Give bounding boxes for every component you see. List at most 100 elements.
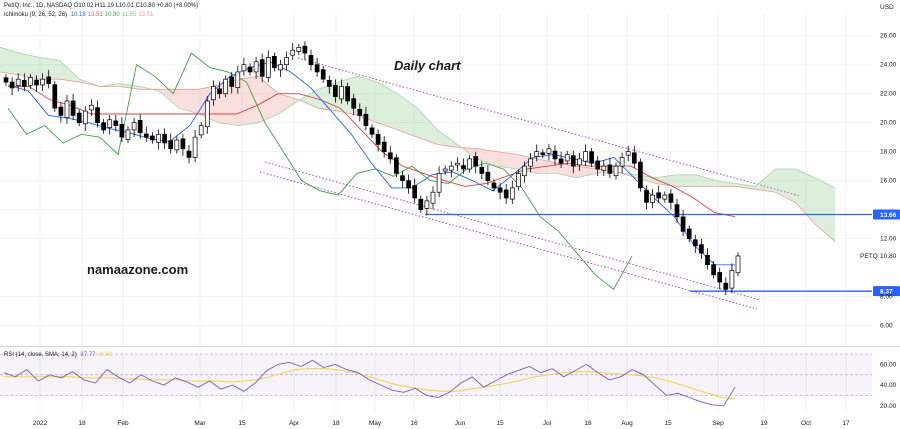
candle-58 — [357, 103, 363, 122]
candle-body-31 — [192, 136, 198, 158]
candle-27 — [168, 133, 174, 154]
cloud-segment-21 — [417, 108, 438, 145]
candle-body-115 — [705, 255, 710, 266]
x-tick-label-0: 2022 — [33, 420, 48, 427]
candle-89 — [546, 143, 552, 161]
candle-body-59 — [363, 113, 369, 126]
candle-97 — [595, 156, 601, 177]
candle-88 — [540, 149, 546, 159]
candle-22 — [137, 114, 143, 139]
cloud-segment-36 — [715, 180, 736, 187]
candle-50 — [308, 49, 314, 71]
cloud-segment-1 — [19, 53, 40, 80]
candle-body-76 — [467, 158, 472, 170]
candle-24 — [150, 132, 155, 144]
cloud-segment-22 — [437, 129, 458, 148]
candle-body-95 — [583, 151, 588, 162]
candle-body-75 — [461, 165, 466, 170]
candle-body-48 — [296, 46, 302, 52]
cloud-segment-35 — [695, 174, 716, 187]
channel-line-0 — [297, 57, 801, 197]
symbol-legend: PetIQ, Inc., 1D, NASDAQ O10.02 H11.19 L1… — [4, 2, 200, 10]
candle-body-109 — [668, 193, 674, 203]
candle-body-14 — [89, 104, 94, 111]
ichimoku-legend: Ichimoku (9, 26, 52, 26) 10.18 13.51 10.80… — [4, 11, 157, 19]
cloud-segment-29 — [576, 166, 597, 178]
candle-body-61 — [375, 133, 381, 145]
candle-111 — [680, 209, 686, 237]
candle-25 — [156, 129, 161, 150]
candle-body-5 — [34, 79, 39, 86]
candle-body-33 — [204, 100, 210, 128]
pane-separator — [0, 346, 900, 347]
candle-body-47 — [290, 49, 296, 56]
candle-body-19 — [119, 124, 125, 138]
candle-body-107 — [656, 192, 662, 199]
candle-body-83 — [509, 187, 515, 200]
y-tick-label-2: 22.00 — [880, 91, 897, 98]
candle-body-6 — [40, 78, 45, 86]
rsi-tick-label-1: 40.00 — [880, 382, 897, 389]
candle-28 — [174, 136, 180, 154]
ichimoku-value-0: 10.18 — [70, 12, 86, 18]
candle-118 — [723, 277, 729, 296]
symbol-tag: PETQ — [860, 253, 878, 260]
candle-body-119 — [729, 270, 735, 289]
candle-body-50 — [308, 55, 314, 66]
candle-body-8 — [52, 84, 58, 109]
candle-body-82 — [503, 189, 509, 199]
candle-body-38 — [235, 71, 241, 88]
cloud-segment-2 — [39, 57, 60, 80]
candle-body-43 — [265, 57, 271, 78]
x-tick-label-9: Jun — [455, 420, 466, 427]
candle-114 — [699, 238, 704, 260]
y-tick-label-5: 16.00 — [880, 178, 897, 185]
y-tick-label-7: 10.80 — [880, 253, 897, 260]
candle-body-66 — [406, 180, 411, 189]
x-tick-label-12: 18 — [584, 420, 592, 427]
rsi-line — [3, 359, 736, 407]
candle-4 — [28, 74, 33, 89]
candle-body-60 — [369, 127, 375, 135]
cloud-segment-24 — [477, 148, 498, 167]
candle-81 — [497, 183, 503, 200]
candle-49 — [302, 41, 308, 61]
candle-5 — [34, 75, 39, 93]
chikou-line — [7, 52, 633, 290]
candle-74 — [455, 157, 460, 171]
candle-101 — [619, 152, 625, 174]
candle-62 — [381, 136, 387, 158]
candle-39 — [241, 57, 247, 76]
candle-51 — [314, 57, 320, 77]
cloud-segment-9 — [178, 89, 199, 114]
level-label-0: 13.66 — [880, 212, 897, 219]
candle-body-85 — [522, 165, 527, 177]
candle-body-74 — [455, 162, 460, 166]
candle-91 — [558, 151, 564, 169]
candle-95 — [583, 144, 588, 166]
candle-body-93 — [570, 155, 576, 167]
rsi-pane — [0, 353, 872, 407]
candle-85 — [522, 161, 527, 183]
rsi-label: RSI (14, close, SMA, 14, 2) — [4, 352, 77, 358]
cloud-segment-37 — [735, 183, 756, 190]
cloud-segment-38 — [755, 169, 776, 193]
rsi-ma-line — [4, 368, 736, 400]
candle-110 — [674, 198, 680, 223]
candle-body-69 — [424, 200, 430, 209]
candle-86 — [528, 152, 533, 173]
candle-117 — [717, 267, 723, 290]
watermark-text: namaazone.com — [87, 262, 189, 277]
candle-body-22 — [137, 119, 143, 134]
candle-body-62 — [381, 141, 387, 152]
support-resistance-levels: 13.66 8.37 — [425, 209, 900, 297]
candle-65 — [400, 170, 405, 188]
candle-54 — [333, 79, 338, 103]
candle-29 — [180, 134, 186, 156]
x-tick-label-13: Aug — [621, 420, 633, 427]
candle-70 — [430, 186, 436, 210]
candle-26 — [162, 128, 167, 149]
candle-99 — [607, 157, 613, 179]
candle-body-88 — [540, 152, 546, 155]
candle-body-41 — [253, 61, 259, 73]
